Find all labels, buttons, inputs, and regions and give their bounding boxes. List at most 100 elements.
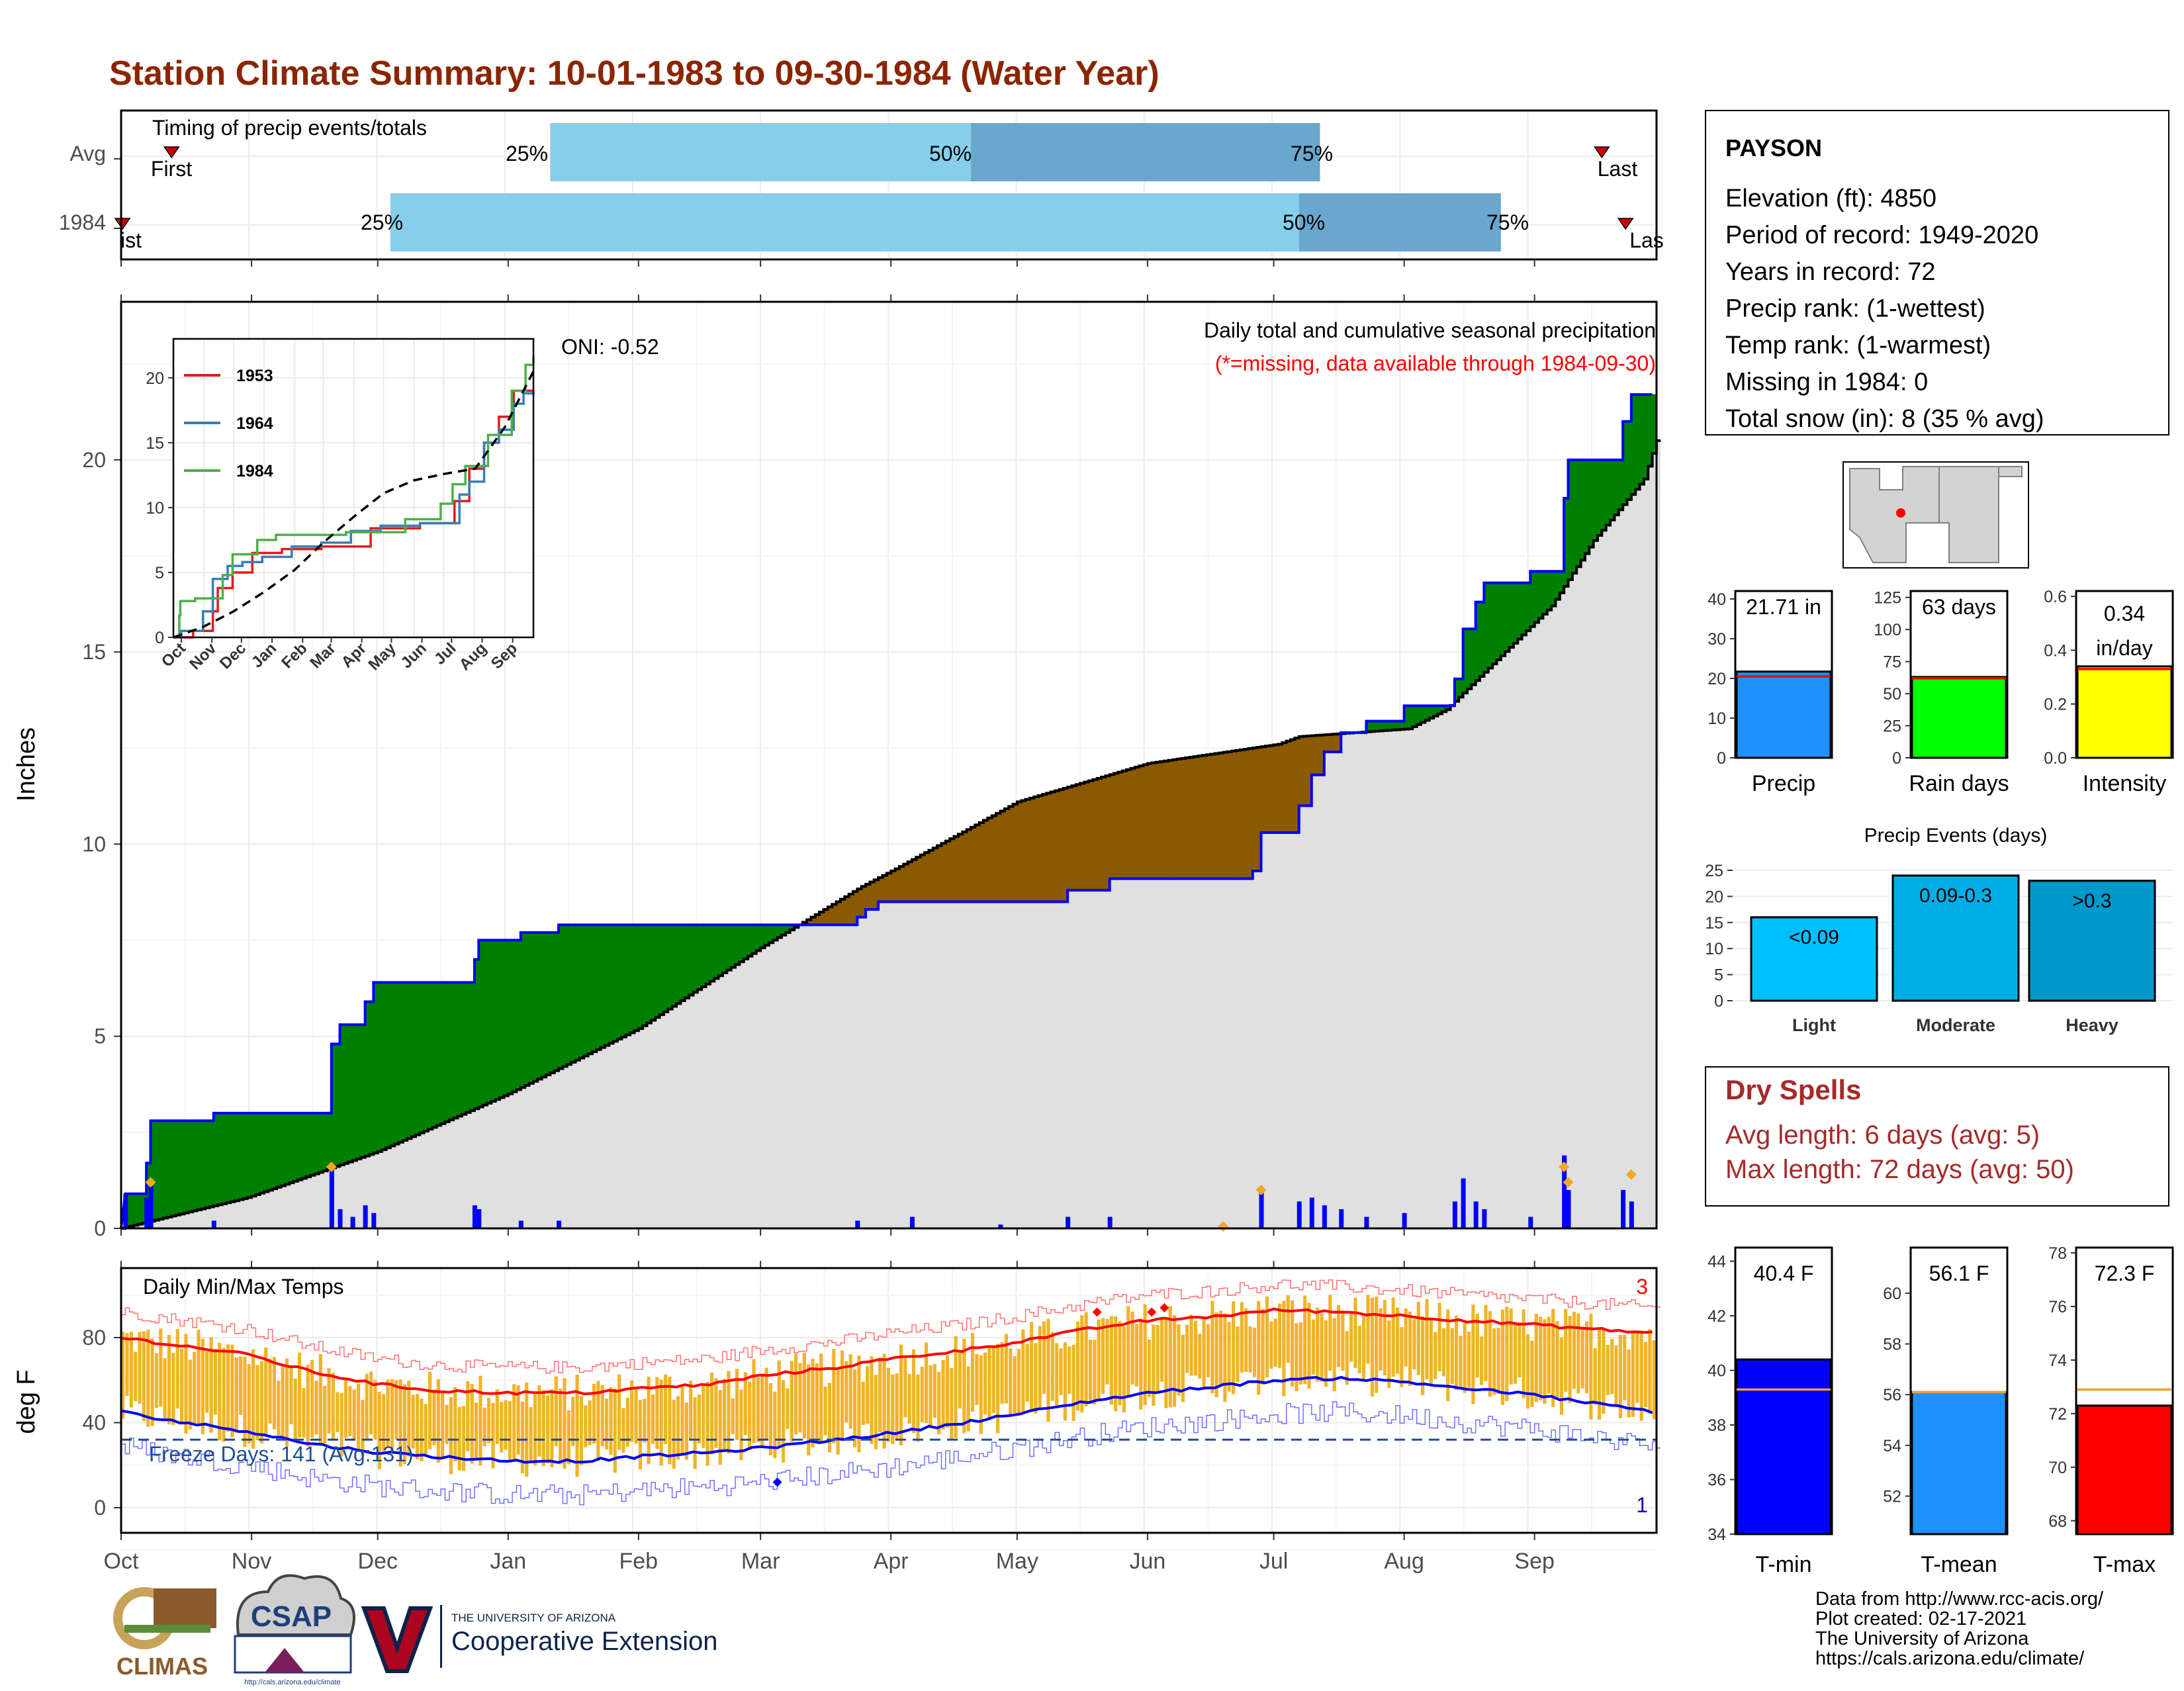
daily-temp-bar — [134, 1351, 138, 1401]
daily-temp-bar — [773, 1391, 777, 1459]
temp-summary-0-ytick-label: 44 — [1707, 1253, 1726, 1271]
station-info-line: Missing in 1984: 0 — [1725, 369, 1928, 396]
daily-temp-bar — [680, 1387, 684, 1455]
daily-temp-bar — [1484, 1304, 1488, 1381]
temp-summary-2-mini-chart: 68 70 72 74 76 78 72.3 F T-max — [2048, 1244, 2174, 1577]
month-label: May — [996, 1549, 1038, 1574]
temp-summary-value-label: 72.3 F — [2095, 1261, 2155, 1285]
observed-cumulative-line — [120, 393, 1653, 1229]
precip-extreme-marker — [145, 1177, 156, 1188]
daily-temp-bar — [718, 1389, 722, 1465]
daily-temp-bar — [1134, 1324, 1139, 1387]
events-ytick-label: 0 — [1714, 992, 1723, 1011]
inset-frame — [172, 338, 535, 639]
daily-temp-bar — [1198, 1334, 1202, 1379]
daily-temp-bar — [1349, 1312, 1353, 1362]
daily-temp-bar — [340, 1393, 343, 1457]
daily-temp-bar — [550, 1389, 554, 1467]
daily-precip-bar — [1322, 1205, 1327, 1228]
daily-temp-bar — [1488, 1311, 1492, 1397]
daily-temp-bar — [1547, 1316, 1551, 1394]
daily-precip-bar — [1566, 1189, 1571, 1228]
daily-temp-bar — [461, 1406, 466, 1471]
daily-temp-bar — [1518, 1322, 1522, 1378]
station-box-frame — [1705, 110, 2169, 435]
temp-summary-1-ytick-label: 58 — [1883, 1336, 1901, 1354]
month-label: Aug — [1384, 1549, 1424, 1574]
daily-temp-bar — [592, 1383, 596, 1444]
station-name: PAYSON — [1725, 134, 1822, 161]
daily-temp-bar — [1291, 1300, 1295, 1387]
daily-temp-bar — [1202, 1319, 1206, 1390]
daily-temp-bar — [866, 1366, 870, 1424]
daily-temp-bar — [571, 1396, 575, 1446]
daily-temp-bar — [891, 1374, 895, 1444]
daily-temp-bar — [1598, 1330, 1602, 1420]
daily-temp-bar — [925, 1342, 929, 1424]
daily-temp-bar — [238, 1356, 243, 1415]
daily-temp-bar — [731, 1398, 735, 1434]
month-label: Apr — [874, 1549, 909, 1574]
daily-temp-bar — [1130, 1311, 1134, 1385]
daily-temp-bar — [895, 1373, 899, 1440]
temperature-summary-charts: 34 36 38 40 42 44 40.4 F T-min 52 54 56 58 60 56.1 F T… — [1707, 1244, 2174, 1577]
daily-precip-bar — [1629, 1201, 1634, 1228]
daily-temp-bar — [844, 1361, 848, 1422]
daily-temp-bar — [272, 1357, 277, 1430]
climas-logo: CLIMAS — [113, 1587, 216, 1680]
temp-summary-0-ytick-label: 38 — [1707, 1416, 1726, 1435]
daily-temp-bar — [752, 1359, 756, 1443]
precip-ytick-label: 5 — [94, 1025, 106, 1048]
station-info-line: Precip rank: (1-wettest) — [1725, 295, 1985, 323]
daily-temp-bar — [1610, 1338, 1614, 1394]
daily-temp-bar — [575, 1375, 579, 1477]
daily-precip-bar — [472, 1205, 477, 1228]
daily-temp-bar — [1353, 1297, 1357, 1368]
daily-temp-bar — [1568, 1316, 1572, 1403]
daily-precip-bar — [998, 1224, 1003, 1228]
daily-temp-bar — [1109, 1316, 1113, 1405]
daily-temp-bar — [281, 1365, 285, 1438]
daily-temp-bar — [689, 1381, 693, 1440]
events-category-label: Heavy — [2066, 1015, 2118, 1035]
daily-temp-bar — [297, 1352, 302, 1438]
daily-temp-bar — [1244, 1308, 1248, 1372]
daily-temp-bar — [222, 1348, 226, 1442]
daily-temp-bar — [197, 1330, 201, 1426]
daily-temp-bar — [878, 1357, 882, 1433]
ua-logo: THE UNIVERSITY OF ARIZONA Cooperative Ex… — [361, 1605, 717, 1673]
daily-temp-bar — [1218, 1310, 1223, 1387]
total-value-label: 0.34 — [2104, 602, 2145, 625]
daily-temp-bar — [1559, 1337, 1564, 1415]
dry-spells-max: Max length: 72 days (avg: 50) — [1725, 1155, 2074, 1184]
daily-temp-bar — [314, 1381, 318, 1435]
daily-temp-bar — [1627, 1349, 1631, 1418]
daily-temp-bar — [1539, 1316, 1543, 1400]
daily-temp-bar — [1564, 1308, 1568, 1392]
daily-temp-bar — [386, 1379, 390, 1447]
daily-temp-bar — [377, 1391, 381, 1469]
daily-temp-bar — [259, 1361, 263, 1443]
daily-precip-bar — [371, 1212, 377, 1228]
precip-events-title: Precip Events (days) — [1864, 825, 2048, 846]
daily-temp-bar — [857, 1355, 861, 1453]
daily-temp-bar — [1400, 1327, 1404, 1387]
temperature-label: Daily Min/Max Temps — [143, 1275, 343, 1299]
daily-temp-bar — [306, 1365, 310, 1447]
daily-temp-bar — [852, 1369, 857, 1447]
daily-temp-bar — [179, 1348, 184, 1425]
daily-temp-bar — [184, 1334, 188, 1434]
daily-temp-bar — [848, 1354, 852, 1429]
daily-temp-bar — [709, 1372, 714, 1455]
total-value-unit: in/day — [2096, 636, 2152, 660]
daily-temp-bar — [1075, 1321, 1080, 1411]
daily-temp-bar — [1446, 1309, 1450, 1402]
daily-temp-bar — [1463, 1322, 1467, 1393]
daily-temp-bar — [579, 1396, 584, 1465]
daily-temp-bar — [727, 1371, 731, 1454]
inset-ytick-label: 5 — [155, 564, 164, 582]
inset-ytick-label: 15 — [146, 434, 164, 453]
ua-block-a — [361, 1606, 433, 1673]
daily-temp-bar — [1114, 1316, 1118, 1412]
daily-temp-bar — [318, 1354, 322, 1445]
